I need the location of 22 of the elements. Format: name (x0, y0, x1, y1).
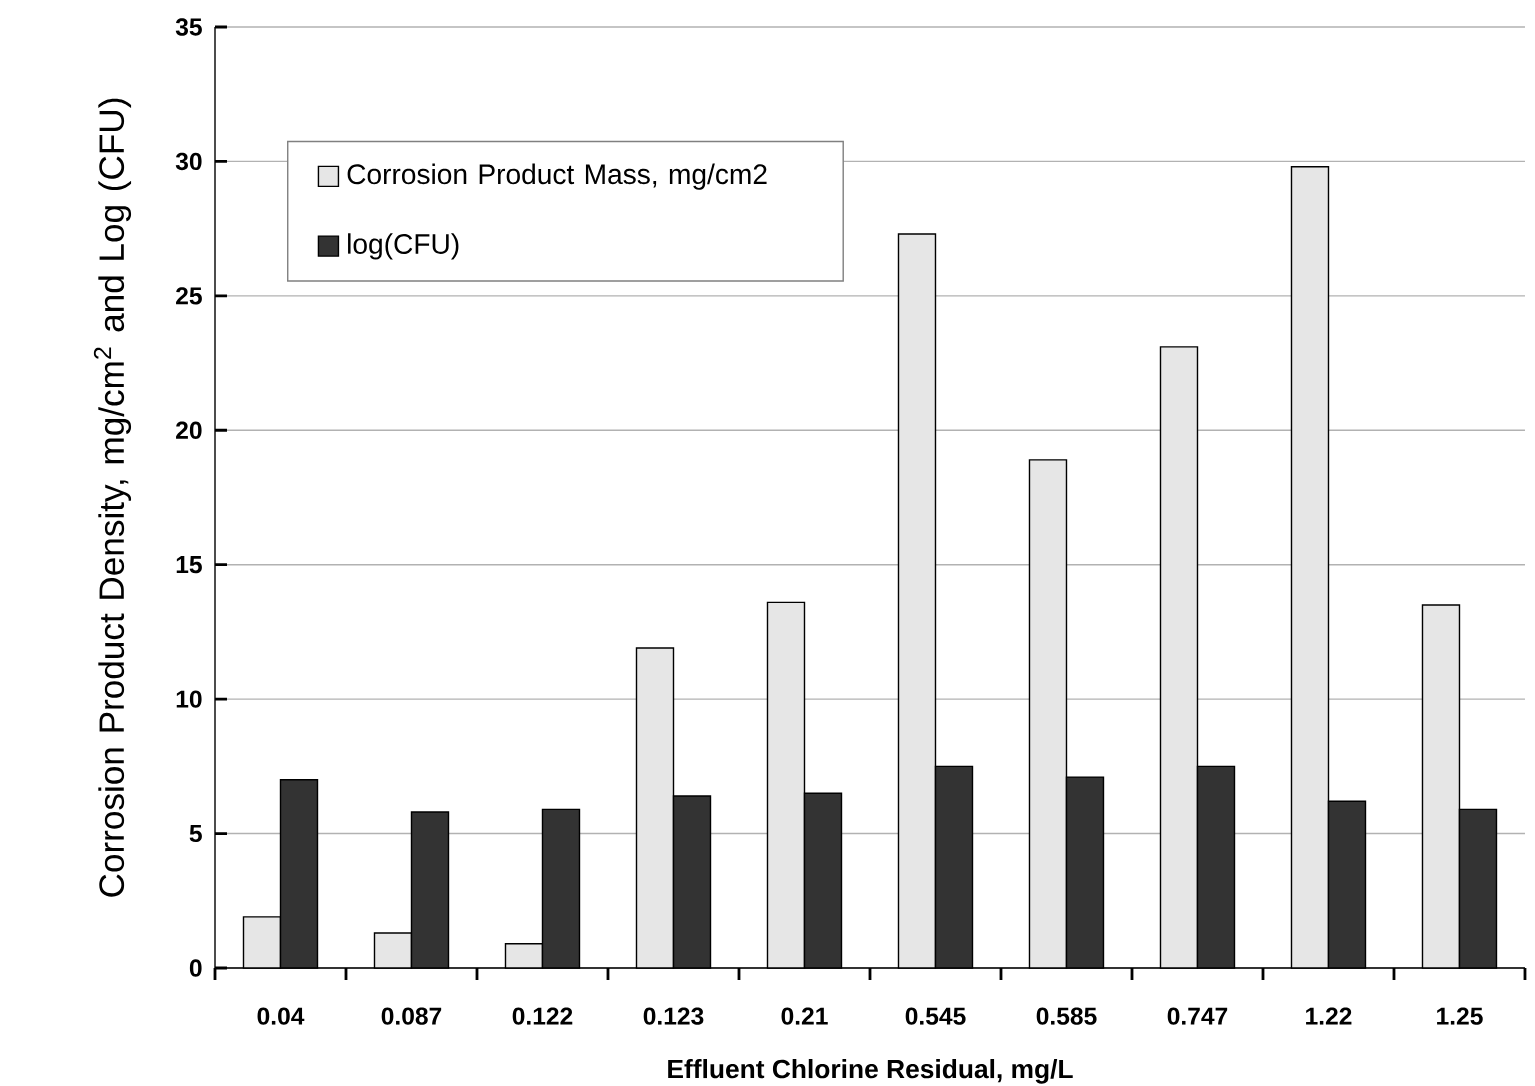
y-tick-label: 15 (176, 556, 202, 574)
x-tick-label: 0.21 (781, 1007, 828, 1025)
y-tick-label: 20 (176, 421, 202, 439)
legend-label: Corrosion Product Mass, mg/cm2 (347, 163, 767, 190)
x-tick-label: 0.585 (1036, 1007, 1097, 1025)
x-tick-label: 0.04 (257, 1007, 305, 1025)
x-tick-label: 1.22 (1306, 1007, 1352, 1025)
y-tick-label: 35 (175, 18, 202, 36)
y-tick-label: 0 (189, 959, 202, 977)
y-tick-label: 25 (176, 287, 202, 305)
x-tick-label: 0.123 (643, 1007, 704, 1025)
y-tick-label: 10 (176, 690, 202, 708)
legend-label: log(CFU) (348, 233, 459, 260)
y-tick-label: 30 (175, 152, 202, 171)
x-tick-label: 0.545 (905, 1007, 966, 1025)
y-axis-title: Corrosion Product Density, mg/cm$^{2}$ and Log (CFU) (93, 98, 132, 897)
y-tick-label: 5 (189, 824, 202, 843)
x-tick-label: 0.122 (512, 1007, 573, 1025)
x-tick-label: 0.747 (1167, 1007, 1228, 1025)
x-tick-label: 0.087 (381, 1007, 442, 1025)
x-tick-label: 1.25 (1437, 1007, 1483, 1025)
x-axis-title: Effluent Chlorine Residual, mg/L (668, 1059, 1073, 1084)
